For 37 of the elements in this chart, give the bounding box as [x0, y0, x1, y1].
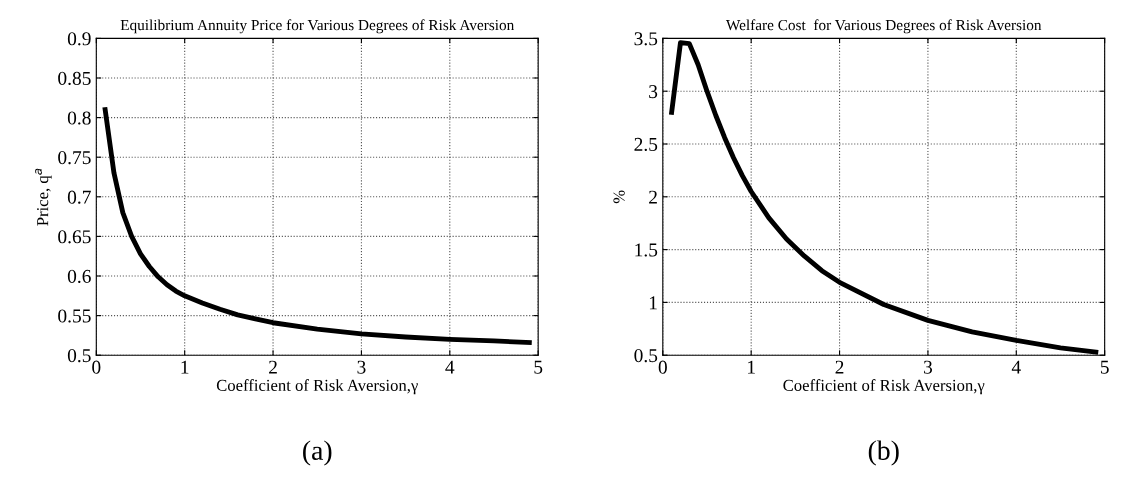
- y-tick-label: 0.8: [67, 111, 91, 125]
- y-tick-label: 2: [649, 190, 657, 204]
- x-tick-label: 4: [445, 360, 455, 374]
- y-tick-label: 0.55: [58, 309, 91, 323]
- y-tick-label: 0.85: [58, 71, 91, 86]
- y-tick-label: 0.5: [634, 349, 658, 363]
- x-axis-title: Coefficient of Risk Aversion,γ: [216, 379, 418, 395]
- x-tick-label: 5: [1100, 360, 1109, 374]
- y-tick-label: 3.5: [634, 32, 658, 46]
- x-tick-label: 2: [835, 360, 844, 374]
- x-tick-label: 4: [1011, 360, 1021, 374]
- x-tick-label: 1: [748, 360, 755, 374]
- x-axis-title: Coefficient of Risk Aversion,γ: [783, 379, 985, 395]
- x-tick-label: 0: [92, 360, 101, 374]
- y-tick-label: 3: [649, 85, 658, 99]
- y-axis-title: Price, q$^{a}$: [35, 168, 52, 226]
- chart-title: Equilibrium Annuity Price for Various Degrees of Risk Aversion: [120, 19, 515, 34]
- text: (b): [868, 440, 899, 466]
- x-tick-label: 2: [269, 360, 277, 374]
- y-tick-label: 0.7: [67, 190, 91, 204]
- x-tick-label: 3: [357, 360, 366, 374]
- y-tick-label: 1.5: [635, 243, 658, 257]
- x-tick-label: 0: [658, 360, 667, 374]
- line-series: [102, 107, 532, 345]
- y-tick-label: 0.75: [58, 151, 91, 165]
- y-tick-label: 0.5: [67, 349, 91, 363]
- x-tick-label: 3: [924, 360, 933, 374]
- y-tick-label: 0.6: [67, 269, 91, 284]
- x-tick-label: 1: [181, 360, 189, 374]
- y-tick-label: 1: [649, 296, 657, 310]
- x-tick-label: 5: [534, 360, 543, 374]
- y-tick-label: 2.5: [634, 137, 658, 152]
- chart-title: Welfare Cost for Various Degrees of Risk Aversion: [725, 19, 1042, 34]
- text: (a): [303, 440, 332, 466]
- y-tick-label: 0.65: [58, 230, 91, 244]
- y-tick-label: 0.9: [67, 32, 91, 46]
- y-axis-title: %: [613, 190, 625, 204]
